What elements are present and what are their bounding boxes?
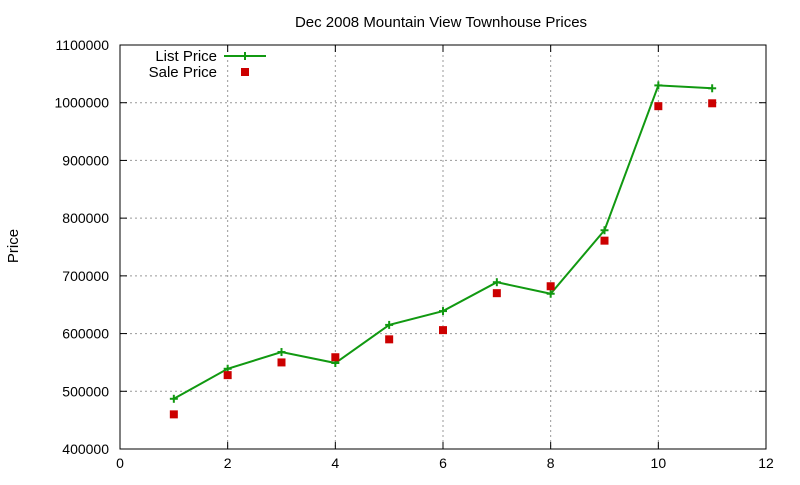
y-tick-label: 700000 xyxy=(62,268,109,284)
series-layer xyxy=(169,81,717,419)
data-point xyxy=(708,99,717,108)
data-point xyxy=(439,307,447,316)
data-point xyxy=(385,320,394,329)
chart-title: Dec 2008 Mountain View Townhouse Prices xyxy=(295,14,587,31)
data-point xyxy=(492,289,501,298)
x-tick-label: 4 xyxy=(331,455,339,471)
data-point xyxy=(277,358,286,367)
series-sale-price xyxy=(169,99,717,419)
data-point xyxy=(546,289,555,298)
legend-label: List Price xyxy=(155,48,217,65)
data-point xyxy=(277,348,286,357)
x-tick-label: 12 xyxy=(758,455,774,471)
y-tick-label: 1000000 xyxy=(54,95,109,111)
x-tick-label: 2 xyxy=(224,455,232,471)
axes: 0 2 4 6 8 10 12 400000 500000 600000 700000 800000 9… xyxy=(54,37,774,471)
data-point xyxy=(169,410,178,419)
legend-marker xyxy=(241,68,249,76)
data-point xyxy=(439,326,447,335)
data-point xyxy=(546,282,555,291)
legend-marker xyxy=(241,52,249,60)
y-tick-label: 400000 xyxy=(62,441,109,457)
x-tick-label: 0 xyxy=(116,455,124,471)
data-point xyxy=(600,236,609,245)
data-point xyxy=(223,371,232,380)
y-tick-label: 1100000 xyxy=(56,37,110,53)
data-point xyxy=(708,84,717,93)
data-point xyxy=(492,278,501,287)
data-point xyxy=(654,81,663,90)
x-tick-label: 6 xyxy=(439,455,447,471)
x-tick-label: 8 xyxy=(547,455,555,471)
x-tick-label: 10 xyxy=(651,455,667,471)
y-tick-label: 600000 xyxy=(62,326,109,342)
legend-entry: List Price xyxy=(155,48,266,65)
data-point xyxy=(600,226,609,235)
legend-label: Sale Price xyxy=(149,64,217,81)
data-point xyxy=(169,394,178,403)
data-point xyxy=(385,335,394,344)
series-list-price xyxy=(169,81,717,403)
y-axis-label: Price xyxy=(5,229,22,263)
y-tick-label: 900000 xyxy=(62,152,109,168)
data-point xyxy=(654,102,663,111)
y-tick-label: 500000 xyxy=(62,383,109,399)
legend-entry: Sale Price xyxy=(149,64,249,81)
y-tick-label: 800000 xyxy=(62,210,109,226)
data-point xyxy=(331,353,340,362)
grid xyxy=(120,45,766,449)
